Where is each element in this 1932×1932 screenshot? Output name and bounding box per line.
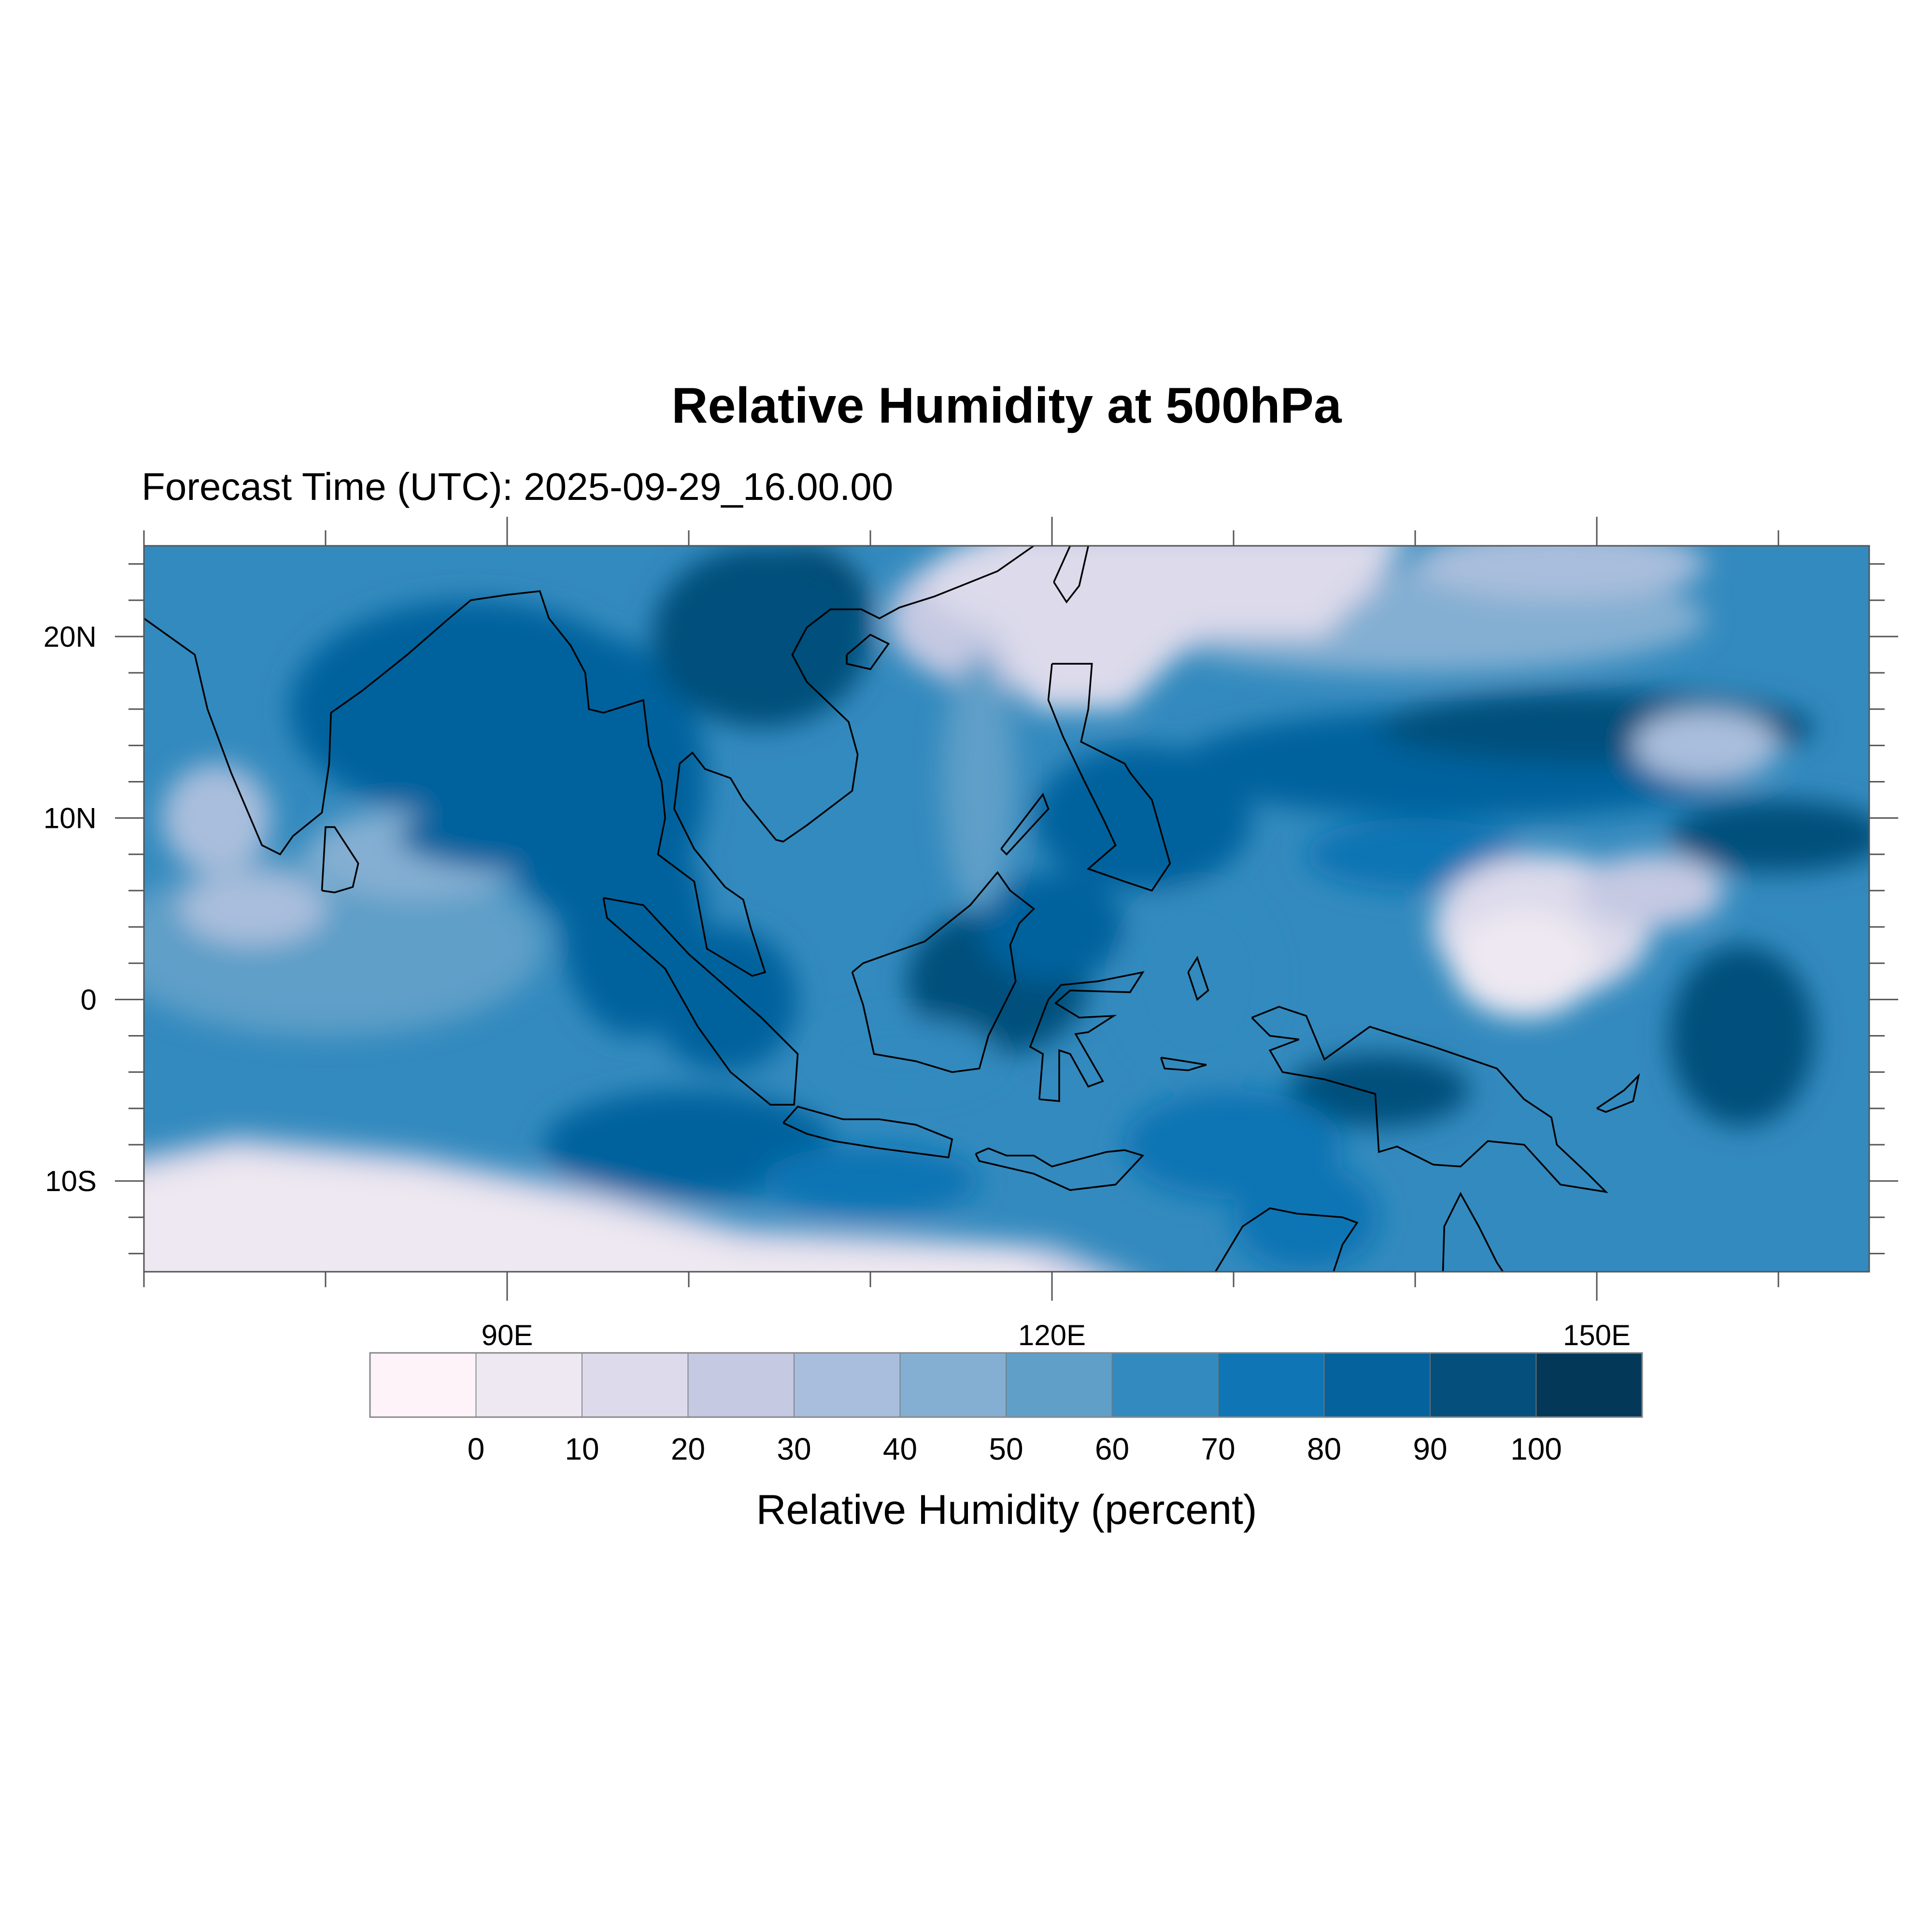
colorbar-swatch (1218, 1352, 1325, 1418)
humidity-blob (943, 654, 1016, 909)
coastline (1251, 1006, 1608, 1193)
y-tick-labels: 20N 10N 0 10S (43, 621, 97, 1197)
x-tick-label: 90E (482, 1319, 533, 1351)
dry-region-north (997, 546, 1400, 710)
colorbar-label: 40 (883, 1432, 917, 1466)
colorbar-label: 10 (565, 1432, 599, 1466)
coastline (1047, 663, 1171, 892)
colorbar-swatch (794, 1352, 901, 1418)
coastline (1160, 1056, 1207, 1071)
colorbar-label: 90 (1413, 1432, 1447, 1466)
colorbar-label: 80 (1307, 1432, 1341, 1466)
humidity-blob (1669, 800, 1869, 873)
coastline (144, 546, 1035, 977)
colorbar-label: 30 (777, 1432, 811, 1466)
colorbar-swatch (899, 1352, 1007, 1418)
coastlines (144, 546, 1640, 1272)
humidity-blob (652, 926, 798, 1072)
humidity-blob (1124, 890, 1270, 1072)
humidity-blob (652, 546, 870, 727)
coastline (321, 826, 359, 894)
coastline (846, 634, 890, 670)
humidity-blob (543, 1090, 834, 1199)
humidity-blob (979, 872, 1125, 981)
colorbar-labels: 0 10 20 30 40 50 60 70 80 90 100 (468, 1432, 1562, 1466)
coastline (1214, 1207, 1359, 1272)
y-tick-label: 20N (43, 621, 97, 653)
coastline (1187, 955, 1209, 1001)
humidity-blob (1669, 945, 1815, 1127)
humidity-blob (1288, 1054, 1470, 1127)
colorbar-label: 0 (468, 1432, 485, 1466)
x-tick-labels: 90E 120E 150E (482, 1319, 1631, 1351)
colorbar-swatch (1111, 1352, 1219, 1418)
humidity-blob (1451, 909, 1597, 1018)
y-tick-label: 10S (45, 1165, 97, 1197)
colorbar-swatch (475, 1352, 582, 1418)
map-frame (143, 545, 1870, 1273)
axis-ticks (115, 517, 1898, 1301)
dry-region-south-core (144, 1153, 1052, 1272)
coastline (1000, 793, 1050, 856)
humidity-field (144, 546, 1869, 1272)
humidity-blob (1633, 709, 1779, 782)
y-tick-label: 10N (43, 802, 97, 835)
colorbar-swatch (582, 1352, 689, 1418)
humidity-blob (180, 872, 326, 945)
coastline (1442, 1192, 1504, 1272)
colorbar-label: 50 (989, 1432, 1023, 1466)
humidity-blob (1415, 546, 1706, 600)
colorbar-label: 100 (1510, 1432, 1562, 1466)
colorbar-label: 70 (1201, 1432, 1235, 1466)
humidity-blob (1578, 854, 1724, 927)
colorbar-swatch (687, 1352, 795, 1418)
coastline (975, 1147, 1145, 1191)
humidity-blob (1306, 818, 1524, 891)
colorbar-swatch (1323, 1352, 1431, 1418)
x-tick-label: 150E (1563, 1319, 1631, 1351)
coastline (1029, 971, 1145, 1102)
colorbar-swatch (369, 1352, 477, 1418)
coastline (851, 871, 1036, 1073)
y-tick-label: 0 (81, 983, 97, 1016)
colorbar (369, 1352, 1643, 1418)
x-tick-label: 120E (1018, 1319, 1086, 1351)
colorbar-frame (369, 1352, 1643, 1418)
humidity-blob (816, 1017, 998, 1091)
humidity-blob (162, 763, 271, 873)
chart-title: Relative Humidity at 500hPa (671, 378, 1342, 434)
coastline (1053, 546, 1089, 604)
humidity-blob (761, 1144, 980, 1218)
colorbar-label: 20 (671, 1432, 705, 1466)
colorbar-label: 60 (1095, 1432, 1129, 1466)
colorbar-swatch (1006, 1352, 1113, 1418)
field-blobs (144, 546, 1869, 1272)
coastline (782, 1106, 953, 1159)
coastline (602, 897, 799, 1106)
chart-subtitle: Forecast Time (UTC): 2025-09-29_16.00.00 (142, 465, 893, 508)
colorbar-swatch (1535, 1352, 1643, 1418)
colorbar-title: Relative Humidity (percent) (756, 1487, 1257, 1533)
coastline (1596, 1073, 1640, 1113)
colorbar-swatch (1430, 1352, 1537, 1418)
